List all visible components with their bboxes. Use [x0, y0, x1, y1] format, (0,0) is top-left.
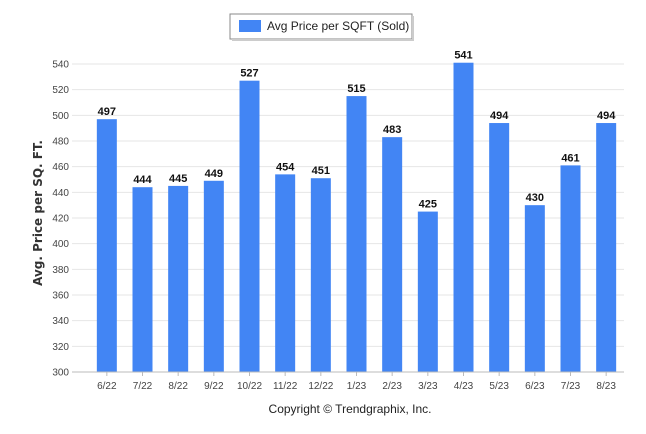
bar-7-22 — [132, 187, 153, 372]
x-tick-label: 2/23 — [382, 381, 402, 392]
bar-2-23 — [382, 137, 403, 372]
y-tick-label: 420 — [52, 214, 69, 225]
x-tick-label: 9/22 — [204, 381, 224, 392]
bar-value-label: 483 — [383, 124, 401, 136]
bar-value-label: 425 — [419, 199, 437, 211]
bar-12-22 — [310, 178, 331, 372]
y-tick-label: 340 — [52, 316, 69, 327]
bar-9-22 — [203, 180, 224, 372]
y-tick-label: 380 — [52, 265, 69, 276]
x-tick-label: 1/23 — [347, 381, 367, 392]
x-tick-label: 7/23 — [561, 381, 581, 392]
y-tick-label: 540 — [52, 60, 69, 71]
y-tick-label: 460 — [52, 162, 69, 173]
x-tick-label: 6/23 — [525, 381, 545, 392]
legend-shadow-bottom — [232, 39, 414, 41]
x-axis-ticks: 6/22 7/22 8/22 9/22 10/22 11/22 12/22 1/23 2/23 3… — [97, 372, 616, 392]
legend-shadow-right — [412, 16, 414, 41]
x-tick-label: 7/22 — [133, 381, 153, 392]
bar-11-22 — [275, 174, 296, 372]
bar-value-label: 494 — [597, 110, 616, 122]
bar-10-22 — [239, 80, 260, 372]
y-tick-label: 300 — [52, 368, 69, 379]
bar-value-label: 449 — [205, 168, 223, 180]
bar-5-23 — [489, 123, 510, 373]
x-tick-label: 10/22 — [237, 381, 262, 392]
x-tick-label: 8/23 — [596, 381, 616, 392]
bar-value-label: 494 — [490, 110, 509, 122]
bar-value-label: 451 — [312, 165, 330, 177]
bars — [96, 62, 617, 373]
bar-value-label: 461 — [561, 152, 579, 164]
y-axis-ticks: 300 320 340 360 380 400 420 440 460 480 500 520 540 — [52, 60, 69, 379]
y-tick-label: 440 — [52, 188, 69, 199]
legend-swatch — [239, 20, 261, 32]
y-tick-label: 500 — [52, 111, 69, 122]
y-tick-label: 480 — [52, 137, 69, 148]
legend: Avg Price per SQFT (Sold) — [229, 13, 414, 41]
x-tick-label: 5/23 — [489, 381, 509, 392]
y-tick-label: 320 — [52, 342, 69, 353]
bar-7-23 — [560, 165, 581, 372]
bar-4-23 — [453, 62, 474, 372]
bar-value-label: 515 — [347, 83, 365, 95]
bar-value-label: 454 — [276, 161, 295, 173]
y-tick-label: 360 — [52, 291, 69, 302]
bar-3-23 — [417, 211, 438, 372]
bar-value-label: 444 — [133, 174, 152, 186]
bar-value-label: 445 — [169, 173, 187, 185]
legend-label: Avg Price per SQFT (Sold) — [267, 19, 409, 33]
x-tick-label: 4/23 — [454, 381, 474, 392]
bar-8-22 — [168, 185, 189, 372]
copyright-text: Copyright © Trendgraphix, Inc. — [269, 402, 432, 416]
bar-6-22 — [96, 119, 117, 372]
x-tick-label: 12/22 — [308, 381, 333, 392]
bar-value-label: 430 — [526, 192, 544, 204]
bar-8-23 — [596, 123, 617, 373]
x-tick-label: 11/22 — [273, 381, 298, 392]
y-axis-title: Avg. Price per SQ. FT. — [31, 140, 45, 286]
y-tick-label: 400 — [52, 239, 69, 250]
x-tick-label: 3/23 — [418, 381, 438, 392]
y-tick-label: 520 — [52, 85, 69, 96]
bar-value-label: 527 — [240, 68, 258, 80]
bar-6-23 — [524, 205, 545, 372]
bar-value-labels: 497 444 445 449 527 454 451 515 483 425 541 494 430 4… — [98, 50, 617, 211]
x-tick-label: 6/22 — [97, 381, 117, 392]
bar-1-23 — [346, 96, 367, 372]
x-tick-label: 8/22 — [168, 381, 188, 392]
bar-value-label: 497 — [98, 106, 116, 118]
bar-value-label: 541 — [454, 50, 472, 62]
